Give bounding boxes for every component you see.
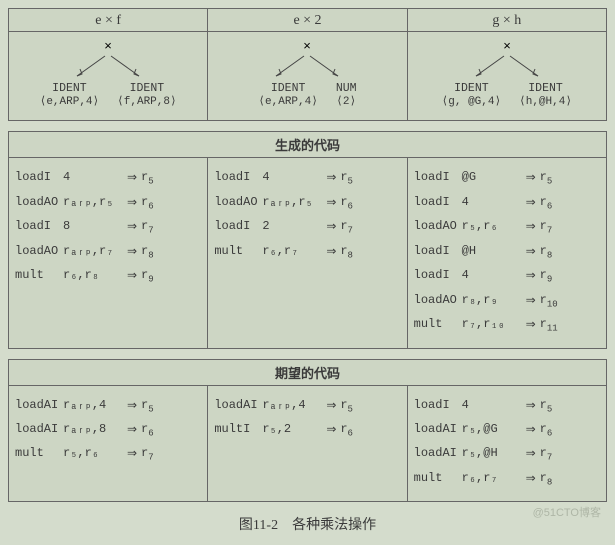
code-row: loadAIrₐᵣₚ,8⇒r6 [15,418,201,442]
code-row: loadAOrₐᵣₚ,r₅⇒r6 [214,191,400,215]
svg-text:×: × [503,38,511,53]
code-row: loadI4⇒r9 [414,264,600,288]
generated-title: 生成的代码 [9,132,606,158]
generated-col-2: loadI@G⇒r5loadI4⇒r6loadAOr₅,r₆⇒r7loadI@H… [408,158,606,347]
code-row: loadAIrₐᵣₚ,4⇒r5 [214,394,400,418]
ast-grid: e × f × IDENT ⟨e,ARP,4⟩ IDENT ⟨f,ARP,8⟩ [9,9,606,120]
generated-code-panel: 生成的代码 loadI4⇒r5loadAOrₐᵣₚ,r₅⇒r6loadI8⇒r7… [8,131,607,348]
code-row: loadI8⇒r7 [15,215,201,239]
ast-cell-1: e × 2 × IDENT ⟨e,ARP,4⟩ NUM ⟨2⟩ [208,9,407,120]
ast-tree-2: × IDENT ⟨g, @G,4⟩ IDENT ⟨h,@H,4⟩ [442,32,572,120]
generated-col-0: loadI4⇒r5loadAOrₐᵣₚ,r₅⇒r6loadI8⇒r7loadAO… [9,158,208,347]
expected-grid: loadAIrₐᵣₚ,4⇒r5loadAIrₐᵣₚ,8⇒r6multr₅,r₆⇒… [9,386,606,502]
expected-col-0: loadAIrₐᵣₚ,4⇒r5loadAIrₐᵣₚ,8⇒r6multr₅,r₆⇒… [9,386,208,502]
leaf-left: IDENT ⟨e,ARP,4⟩ [258,82,317,110]
code-row: loadI4⇒r5 [15,166,201,190]
expected-title: 期望的代码 [9,360,606,386]
leaf-right: NUM ⟨2⟩ [336,82,357,110]
ast-title-0: e × f [9,9,207,32]
code-row: loadAIr₅,@H⇒r7 [414,442,600,466]
expected-col-2: loadI4⇒r5loadAIr₅,@G⇒r6loadAIr₅,@H⇒r7mul… [408,386,606,502]
code-row: loadI@H⇒r8 [414,240,600,264]
ast-cell-2: g × h × IDENT ⟨g, @G,4⟩ IDENT ⟨h,@H,4⟩ [408,9,606,120]
ast-tree-0: × IDENT ⟨e,ARP,4⟩ IDENT ⟨f,ARP,8⟩ [40,32,177,120]
watermark: @51CTO博客 [533,504,601,520]
tree-svg: × [252,38,362,82]
code-row: multr₆,r₈⇒r9 [15,264,201,288]
code-row: loadI@G⇒r5 [414,166,600,190]
code-row: multr₆,r₇⇒r8 [414,467,600,491]
leaf-left: IDENT ⟨g, @G,4⟩ [442,82,501,110]
generated-col-1: loadI4⇒r5loadAOrₐᵣₚ,r₅⇒r6loadI2⇒r7multr₆… [208,158,407,347]
ast-cell-0: e × f × IDENT ⟨e,ARP,4⟩ IDENT ⟨f,ARP,8⟩ [9,9,208,120]
ast-title-2: g × h [408,9,606,32]
code-row: loadI2⇒r7 [214,215,400,239]
code-row: loadAIrₐᵣₚ,4⇒r5 [15,394,201,418]
code-row: loadI4⇒r6 [414,191,600,215]
svg-text:×: × [304,38,312,53]
tree-root: × [104,38,112,53]
leaf-right: IDENT ⟨h,@H,4⟩ [519,82,572,110]
generated-grid: loadI4⇒r5loadAOrₐᵣₚ,r₅⇒r6loadI8⇒r7loadAO… [9,158,606,347]
leaf-left: IDENT ⟨e,ARP,4⟩ [40,82,99,110]
code-row: multIr₅,2⇒r6 [214,418,400,442]
tree-svg: × [452,38,562,82]
code-row: loadI4⇒r5 [414,394,600,418]
code-row: loadAOr₈,r₉⇒r10 [414,289,600,313]
code-row: loadAOrₐᵣₚ,r₇⇒r8 [15,240,201,264]
code-row: multr₆,r₇⇒r8 [214,240,400,264]
tree-svg: × [53,38,163,82]
code-row: loadAIr₅,@G⇒r6 [414,418,600,442]
leaf-right: IDENT ⟨f,ARP,8⟩ [117,82,176,110]
expected-col-1: loadAIrₐᵣₚ,4⇒r5multIr₅,2⇒r6 [208,386,407,502]
code-row: loadI4⇒r5 [214,166,400,190]
code-row: loadAOr₅,r₆⇒r7 [414,215,600,239]
code-row: multr₅,r₆⇒r7 [15,442,201,466]
code-row: multr₇,r₁₀⇒r11 [414,313,600,337]
figure-caption: 图11-2 各种乘法操作 [8,512,607,534]
ast-panel: e × f × IDENT ⟨e,ARP,4⟩ IDENT ⟨f,ARP,8⟩ [8,8,607,121]
ast-title-1: e × 2 [208,9,406,32]
code-row: loadAOrₐᵣₚ,r₅⇒r6 [15,191,201,215]
ast-tree-1: × IDENT ⟨e,ARP,4⟩ NUM ⟨2⟩ [252,32,362,120]
expected-code-panel: 期望的代码 loadAIrₐᵣₚ,4⇒r5loadAIrₐᵣₚ,8⇒r6mult… [8,359,607,503]
